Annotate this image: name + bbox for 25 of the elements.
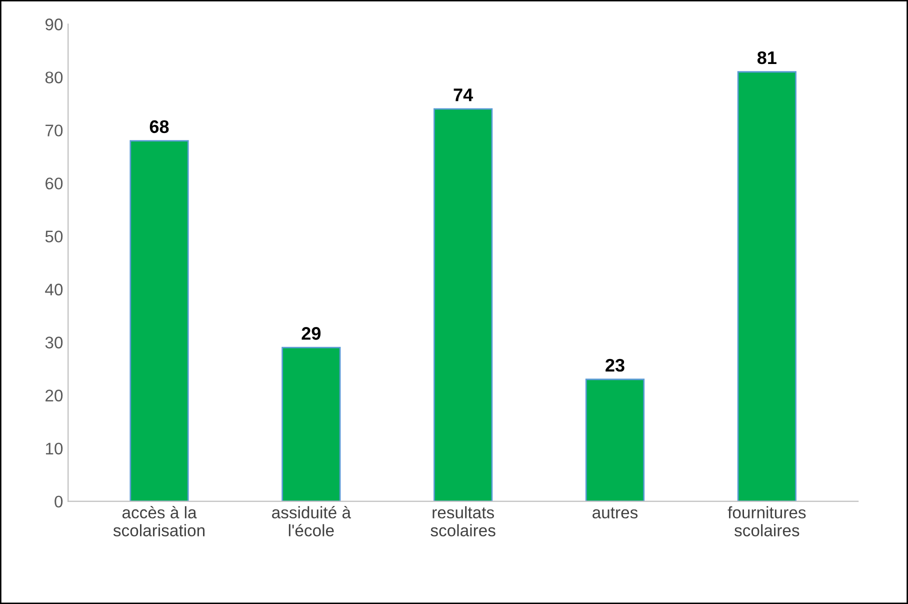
y-tick-label: 70 xyxy=(46,124,63,136)
y-tick-label: 60 xyxy=(46,178,63,190)
x-tick-label: autres xyxy=(592,507,638,518)
y-tick-label: 10 xyxy=(46,442,63,455)
x-tick-label: fournitures scolaires xyxy=(728,506,806,536)
y-tick-label: 30 xyxy=(45,336,63,348)
y-tick-label: 0 xyxy=(54,496,63,508)
x-tick-label: resultats scolaires xyxy=(430,506,496,536)
x-tick-label: assiduité à l'école xyxy=(272,506,352,536)
x-tick-label: accès à la scolarisation xyxy=(113,506,204,536)
y-tick-label: 90 xyxy=(45,18,63,30)
data-label: 68 xyxy=(150,120,169,134)
bar xyxy=(282,346,341,502)
data-label: 74 xyxy=(454,88,474,102)
data-label: 23 xyxy=(606,358,624,372)
data-label: 81 xyxy=(757,51,776,64)
y-tick-label: 40 xyxy=(45,284,63,296)
y-tick-label: 50 xyxy=(45,230,63,242)
bar xyxy=(130,140,189,502)
y-tick-label: 80 xyxy=(45,72,63,84)
data-label: 29 xyxy=(302,327,321,340)
y-tick-label: 20 xyxy=(46,390,63,402)
bar xyxy=(737,71,796,502)
bar xyxy=(585,378,645,502)
bar xyxy=(434,108,493,502)
